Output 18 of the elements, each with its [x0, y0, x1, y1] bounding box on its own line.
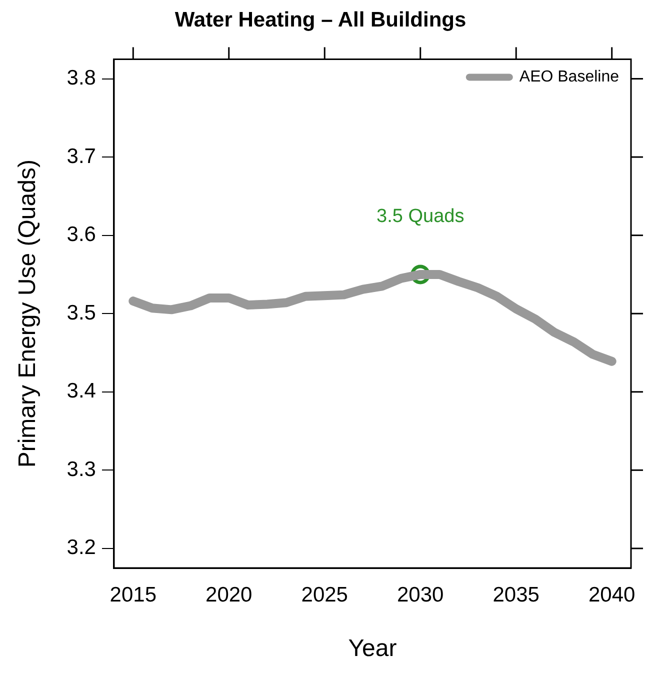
y-axis-title: Primary Energy Use (Quads) — [14, 160, 42, 468]
y-tick-label: 3.3 — [66, 458, 96, 481]
x-tick-label: 2025 — [301, 583, 348, 606]
x-tick-label: 2020 — [206, 583, 252, 606]
chart-title: Water Heating – All Buildings — [174, 8, 466, 32]
x-axis-title: Year — [348, 635, 397, 662]
annotation: 3.5 Quads — [376, 206, 464, 228]
x-tick-label: 2030 — [397, 583, 444, 606]
y-tick-label: 3.2 — [66, 536, 96, 560]
x-tick-label: 2015 — [110, 583, 156, 606]
y-tick-label: 3.4 — [66, 380, 96, 403]
x-tick-label: 2040 — [588, 583, 636, 606]
y-tick-label: 3.5 — [66, 301, 96, 324]
y-tick-label: 3.6 — [66, 223, 96, 246]
y-tick-label: 3.8 — [66, 66, 96, 90]
y-tick-label: 3.7 — [66, 144, 96, 168]
legend-label: AEO Baseline — [519, 68, 620, 86]
x-tick-label: 2035 — [492, 583, 540, 606]
